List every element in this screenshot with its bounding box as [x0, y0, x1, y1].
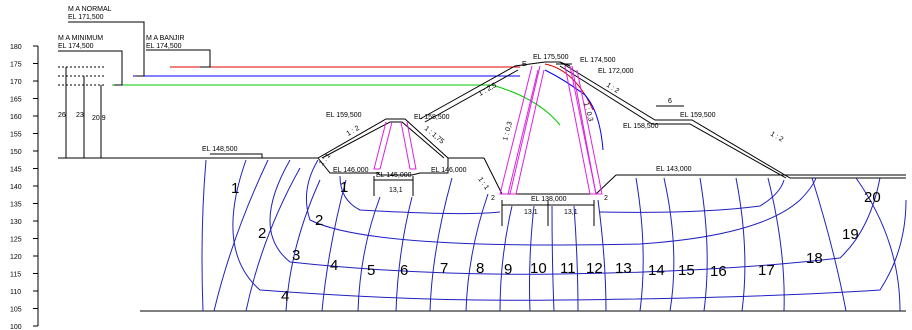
scale-tick-label: 145: [10, 167, 22, 174]
scale-tick-label: 120: [10, 254, 22, 261]
scale-tick-label: 100: [10, 324, 22, 330]
core-base-elevation: EL 138,000: [531, 196, 567, 203]
depth-23: 23: [76, 112, 84, 119]
slope-toe-left: 1 : 1: [318, 152, 332, 167]
flow-channel-number: 4: [330, 257, 338, 274]
downstream-ground-elevation: EL 143,000: [656, 166, 692, 173]
downstream-berm-right-elevation: EL 159,500: [680, 112, 716, 119]
crest-marker: E: [522, 61, 527, 68]
crest-right2-elevation: EL 172,000: [598, 68, 634, 75]
coffer-width: 13,1: [389, 187, 403, 194]
normal-water-label: M A NORMAL: [68, 6, 112, 13]
slope-upstream-coffer: 1 : 2: [346, 125, 361, 138]
scale-tick-label: 140: [10, 184, 22, 191]
scale-tick-label: 135: [10, 202, 22, 209]
normal-water-elevation: EL 171,500: [68, 14, 104, 21]
scale-tick-label: 155: [10, 132, 22, 139]
slope-toe-right: 1 : 1: [476, 176, 490, 191]
flow-channel-number: 3: [292, 247, 300, 264]
equipotential-drop-number: 20: [864, 189, 881, 206]
equipotential-drop-number: 6: [400, 262, 408, 279]
elevation-scale: 180 175 170 165 160 155 150 145 140 135 130 125 120 1…: [10, 44, 39, 330]
scale-tick-label: 115: [10, 272, 21, 279]
flood-water-elevation: EL 174,500: [146, 43, 182, 50]
equipotential-drop-number: 11: [560, 260, 576, 277]
equipotential-drop-number: 9: [504, 261, 512, 278]
equipotential-drop-number: 15: [678, 262, 695, 279]
equipotential-drop-number: 7: [440, 260, 448, 277]
crest-elevation: EL 175,500: [533, 54, 569, 61]
upstream-ground-elevation: EL 148,500: [202, 146, 238, 153]
equipotential-drop-number: 13: [615, 260, 632, 277]
scale-tick-label: 175: [10, 62, 22, 69]
depth-dimensions: [65, 67, 102, 158]
phreatic-curve-flood: [544, 63, 594, 111]
flow-channel-number: 1: [340, 179, 348, 196]
filter-zones: [373, 65, 603, 195]
filter-right-width: 2: [604, 195, 608, 202]
dimension-marks: [373, 63, 684, 226]
scale-tick-label: 105: [10, 307, 22, 314]
coffer-mid-elevation: EL 145,000: [376, 172, 412, 179]
minimum-water-elevation: EL 174,500: [58, 43, 94, 50]
equipotential-drop-number: 5: [367, 262, 375, 279]
slope-downstream-upper: 1 : 2: [605, 82, 620, 95]
core-width-left: 13,1: [524, 209, 538, 216]
equipotential-drop-number: 10: [530, 260, 547, 277]
flow-channel-number: 2: [258, 225, 266, 242]
equipotential-drop-number: 14: [648, 262, 665, 279]
coffer-right-elevation: EL 146,000: [431, 167, 467, 174]
downstream-berm-left-elevation: EL 158,500: [623, 123, 659, 130]
water-level-leaders: [58, 21, 211, 86]
phreatic-curve-normal: [544, 69, 604, 151]
scale-tick-label: 180: [10, 44, 22, 51]
slope-upstream-main: 1 : 2,5: [478, 82, 498, 98]
scale-tick-label: 125: [10, 237, 22, 244]
scale-tick-label: 160: [10, 114, 22, 121]
minimum-water-line: [112, 84, 561, 126]
berm-width: 6: [668, 98, 672, 105]
minimum-water-label: M A MINIMUM: [58, 35, 103, 42]
scale-tick-label: 170: [10, 79, 22, 86]
slope-core-left: 1 : 0,3: [502, 121, 514, 142]
scale-tick-label: 130: [10, 219, 22, 226]
filter-left-width: 2: [491, 195, 495, 202]
equipotential-drop-number: 16: [710, 263, 727, 280]
flow-net: [201, 159, 907, 312]
slope-core-right: 1 : 0,3: [582, 102, 594, 123]
crest-right-elevation: EL 174,500: [580, 57, 616, 64]
flow-channel-number: 2: [315, 212, 323, 229]
core-width-right: 13,1: [564, 209, 578, 216]
depth-20-9: 20,9: [92, 115, 106, 122]
flow-channel-number: 4: [281, 288, 289, 305]
flow-channel-number: 1: [231, 180, 239, 197]
dam-body: [262, 61, 906, 195]
upstream-ground-leader: [210, 153, 263, 158]
scale-tick-label: 150: [10, 149, 22, 156]
equipotential-drop-number: 19: [842, 226, 859, 243]
coffer-left-elevation: EL 146,000: [333, 167, 369, 174]
scale-tick-label: 110: [10, 289, 21, 296]
scale-tick-label: 165: [10, 97, 22, 104]
equipotential-drop-number: 18: [806, 250, 823, 267]
equipotential-drop-number: 8: [476, 260, 484, 277]
equipotential-drop-number: 12: [586, 260, 603, 277]
upstream-berm-elevation: EL 159,500: [326, 112, 362, 119]
equipotential-drop-number: 17: [758, 262, 775, 279]
flood-water-label: M A BANJIR: [146, 35, 185, 42]
upstream-berm-right-elevation: EL 158,500: [414, 114, 450, 121]
depth-26: 26: [58, 112, 66, 119]
slope-downstream-lower: 1 : 2: [769, 131, 784, 144]
